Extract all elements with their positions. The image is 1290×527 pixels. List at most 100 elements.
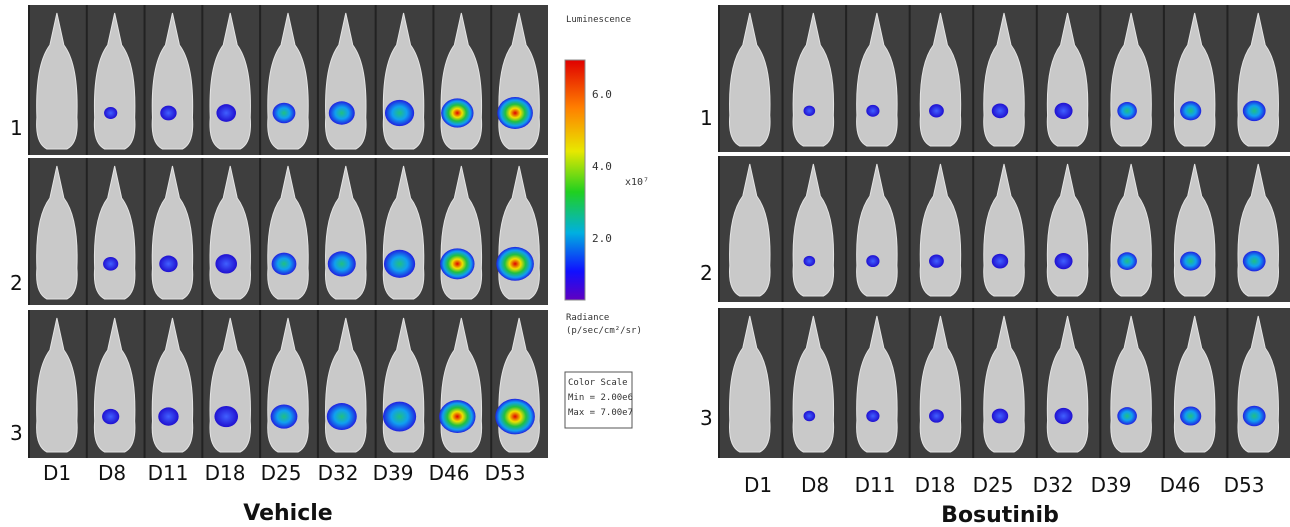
day-label: D46 [1160,473,1201,497]
signal [1180,406,1202,426]
row-label: 1 [10,116,23,140]
panels: 1 2 3 D1 D8 D11 D18 D25 D32 D39 D46 D53 1 2 3 D1 D8 D11 D1… [10,5,1290,497]
signal [159,255,178,273]
day-label: D25 [261,461,302,485]
panel-divider [316,158,319,305]
signal [496,246,534,281]
panel-divider [259,310,262,458]
panel-divider [1226,156,1229,302]
panel-divider [28,158,30,305]
panel-divider [1162,156,1165,302]
row-label: 2 [700,261,713,285]
day-label: D1 [43,461,71,485]
signal [929,409,944,423]
panel-divider [845,308,848,458]
signal [1180,101,1202,121]
signal [326,403,357,431]
day-label: D18 [205,461,246,485]
mouse [728,315,771,453]
signal [497,96,533,130]
signal [991,253,1009,269]
panel-divider [374,158,377,305]
signal [866,104,880,117]
signal [158,407,179,426]
signal [103,257,119,271]
panel-divider [85,5,88,155]
panel-divider [972,5,975,152]
panel-divider [781,5,784,152]
scale-box [564,371,633,429]
scale-tick: 6.0 [592,88,612,101]
signal [440,248,475,280]
day-label: D18 [915,473,956,497]
signal [1054,102,1073,119]
panel-divider [28,5,30,155]
signal [866,255,880,268]
scale-title: Luminescence [566,15,631,25]
panel-divider [718,308,720,458]
scale-tick: 2.0 [592,232,612,245]
mouse [728,12,771,147]
signal [270,404,298,429]
day-label: D8 [801,473,829,497]
day-label: D32 [318,461,359,485]
panel-divider [28,310,30,458]
panel-divider [781,156,784,302]
panel-divider [1162,308,1165,458]
signal [441,98,474,128]
panel-divider [845,156,848,302]
mouse [36,317,78,453]
mouse [792,163,835,297]
radiance-unit: (p/sec/cm²/sr) [566,326,642,336]
signal [1242,405,1266,427]
signal [991,103,1009,119]
day-label: D39 [373,461,414,485]
signal [214,405,239,428]
day-label: D39 [1091,473,1132,497]
signal [1242,100,1266,122]
scale-tick: 4.0 [592,160,612,173]
panel-divider [908,156,911,302]
panel-divider [143,158,146,305]
signal [384,99,415,127]
signal [1054,253,1073,270]
signal [327,251,356,277]
mouse [728,163,771,297]
mouse [36,165,78,300]
panel-divider [201,5,204,155]
signal [803,255,816,267]
panel-divider [718,156,720,302]
panel-divider [143,310,146,458]
signal [215,254,238,274]
panel-divider [432,158,435,305]
day-label: D53 [485,461,526,485]
panel-divider [85,310,88,458]
signal [1117,252,1137,270]
day-label: D46 [429,461,470,485]
panel-title: Bosutinib [941,503,1059,527]
row-label: 2 [10,271,23,295]
panel-divider [718,5,720,152]
signal [272,102,296,124]
panel-divider [1226,5,1229,152]
panel-divider [374,5,377,155]
signal [1180,251,1202,271]
signal [439,400,476,433]
signal [929,254,944,268]
mouse [792,315,835,453]
panel-divider [1226,308,1229,458]
signal [104,107,118,119]
panel-divider [908,5,911,152]
signal [803,105,816,117]
signal [1242,250,1266,272]
day-label: D11 [855,473,896,497]
signal [383,249,416,278]
panel-divider [143,5,146,155]
mouse [36,12,78,150]
signal [803,410,816,422]
panel-divider [316,310,319,458]
row-label: 3 [700,406,713,430]
color-bar [564,59,586,301]
signal [102,408,120,425]
